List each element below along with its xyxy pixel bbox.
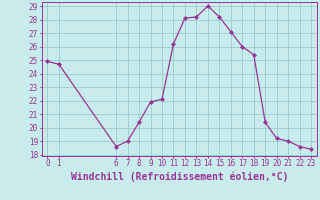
X-axis label: Windchill (Refroidissement éolien,°C): Windchill (Refroidissement éolien,°C) [70, 171, 288, 182]
